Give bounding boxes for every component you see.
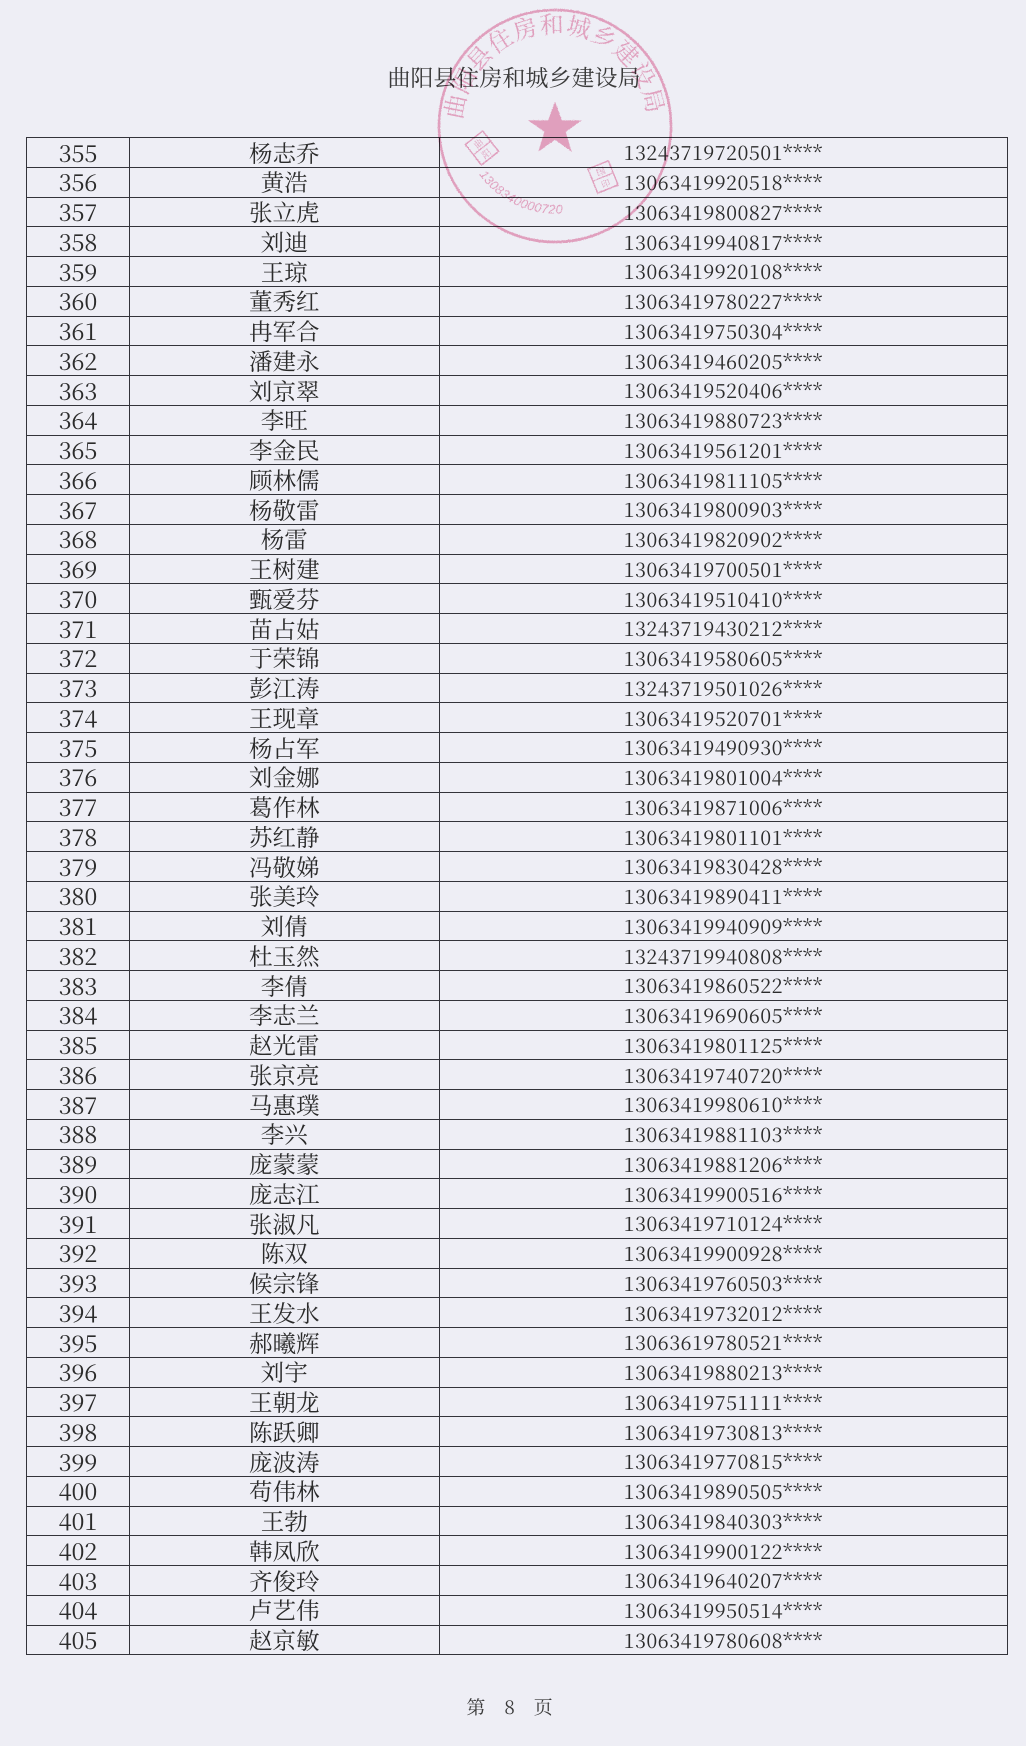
svg-text:印: 印 [599, 176, 612, 191]
svg-text:1308340000720: 1308340000720 [477, 168, 564, 217]
